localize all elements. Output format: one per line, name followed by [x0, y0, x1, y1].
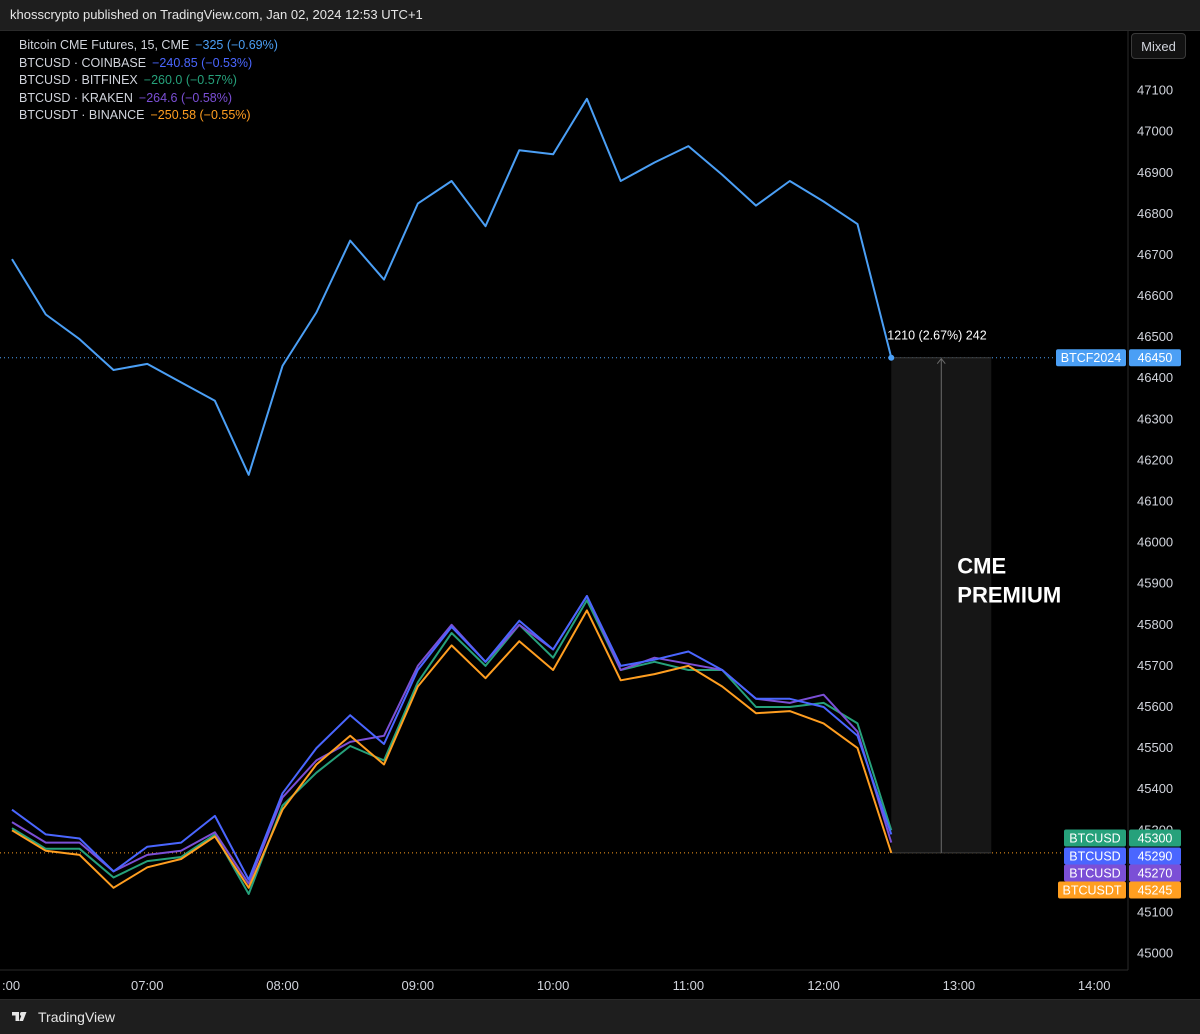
- price-range-measure[interactable]: 1210 (2.67%) 242 CME PREMIUM: [0, 329, 1128, 854]
- legend-row[interactable]: Bitcoin CME Futures, 15, CME −325 (−0.69%…: [19, 37, 278, 55]
- symbol-badge-label: BTCUSDT: [1062, 884, 1121, 898]
- legend-change: −250.58 (−0.55%): [150, 108, 251, 122]
- price-tick-label: 45100: [1137, 904, 1173, 919]
- series-legend: Bitcoin CME Futures, 15, CME −325 (−0.69%…: [19, 37, 278, 125]
- price-badge: [1129, 881, 1181, 899]
- price-tick-label: 46800: [1137, 206, 1173, 221]
- legend-change: −264.6 (−0.58%): [138, 90, 233, 105]
- legend-symbol: BTCUSD · COINBASE: [19, 55, 147, 70]
- series-line-btcusd-2: [11, 595, 893, 881]
- price-tick-label: 47100: [1137, 83, 1173, 98]
- price-tick-label: 46900: [1137, 165, 1173, 180]
- price-tick-label: 45000: [1137, 946, 1173, 961]
- legend-change: −240.85 (−0.53%): [152, 55, 253, 70]
- price-badge-value: 46450: [1138, 351, 1173, 365]
- footer-bar: TradingView: [0, 1000, 1200, 1034]
- price-tick-label: 47000: [1137, 124, 1173, 139]
- symbol-badge-label: BTCUSD: [1069, 867, 1120, 881]
- legend-symbol: Bitcoin CME Futures, 15, CME: [19, 38, 190, 52]
- symbol-badge: [1064, 829, 1126, 847]
- time-tick-label: 12:00: [807, 978, 840, 993]
- price-tick-label: 46200: [1137, 452, 1173, 467]
- price-badge: [1129, 349, 1181, 367]
- price-badge: [1129, 829, 1181, 847]
- measure-label: 1210 (2.67%) 242: [887, 329, 986, 343]
- series-line-btcusdt-4: [11, 609, 893, 889]
- symbol-badge-label: BTCF2024: [1061, 351, 1121, 365]
- tradingview-logo-icon: [12, 1012, 27, 1021]
- series-layer: [11, 97, 893, 895]
- time-tick-label: 07:00: [131, 978, 164, 993]
- premium-label-line2: PREMIUM: [957, 582, 1061, 607]
- price-tick-label: 46400: [1137, 370, 1173, 385]
- legend-row[interactable]: BTCUSD · COINBASE −240.85 (−0.53%): [19, 55, 278, 73]
- time-tick-label: 11:00: [673, 978, 705, 993]
- legend-symbol: BTCUSD · BITFINEX: [19, 73, 138, 87]
- tradingview-brand: TradingView: [38, 1009, 116, 1025]
- price-tick-label: 46000: [1137, 535, 1173, 550]
- symbol-badge: [1058, 881, 1126, 899]
- price-tick-label: 45900: [1137, 576, 1173, 591]
- symbol-badge: [1064, 847, 1126, 865]
- price-badge: [1129, 864, 1181, 882]
- time-tick-label: 14:00: [1078, 978, 1111, 993]
- range-arrow-head-icon: [936, 357, 946, 365]
- price-tick-label: 46100: [1137, 494, 1173, 509]
- legend-change: −260.0 (−0.57%): [143, 73, 237, 87]
- price-tick-label: 45600: [1137, 699, 1173, 714]
- price-axis[interactable]: 4500045100452004530045400455004560045700…: [1137, 41, 1173, 960]
- symbol-badge: [1056, 349, 1126, 367]
- symbol-badge: [1064, 864, 1126, 882]
- price-badge-value: 45245: [1138, 884, 1173, 898]
- scale-mode-button[interactable]: Mixed: [1131, 33, 1186, 59]
- legend-row[interactable]: BTCUSD · BITFINEX −260.0 (−0.57%): [19, 72, 278, 90]
- time-tick-label: 08:00: [266, 978, 299, 993]
- series-line-btcf2024-0: [11, 97, 893, 476]
- price-tick-label: 45400: [1137, 781, 1173, 796]
- price-badge: [1129, 847, 1181, 865]
- price-badge-value: 45270: [1138, 867, 1173, 881]
- legend-row[interactable]: BTCUSDT · BINANCE −250.58 (−0.55%): [19, 107, 278, 125]
- chart-pane[interactable]: 4500045100452004530045400455004560045700…: [0, 30, 1200, 1000]
- premium-label-line1: CME: [957, 553, 1006, 578]
- last-price-badges: BTCF2024 46450 BTCUSD 45300 BTCUSD 45290 BTCUS…: [1056, 349, 1181, 899]
- legend-change: −325 (−0.69%): [195, 38, 278, 52]
- price-tick-label: 45700: [1137, 658, 1173, 673]
- time-tick-label: 10:00: [537, 978, 570, 993]
- legend-row[interactable]: BTCUSD · KRAKEN −264.6 (−0.58%): [19, 90, 278, 108]
- legend-symbol: BTCUSD · KRAKEN: [19, 90, 133, 105]
- time-tick-label: :00: [2, 978, 20, 993]
- price-tick-label: 45800: [1137, 617, 1173, 632]
- price-tick-label: 46300: [1137, 411, 1173, 426]
- chart-canvas[interactable]: 4500045100452004530045400455004560045700…: [0, 31, 1200, 1001]
- price-tick-label: 46600: [1137, 288, 1173, 303]
- time-axis[interactable]: :00 07:00 08:00 09:00 10:00 11:00 12:00 13:00 14…: [2, 978, 1110, 993]
- legend-symbol: BTCUSDT · BINANCE: [19, 108, 145, 122]
- series-line-btcusd-1: [11, 599, 893, 895]
- publish-info: khosscrypto published on TradingView.com…: [10, 7, 423, 22]
- symbol-badge-label: BTCUSD: [1069, 832, 1120, 846]
- price-badge-value: 45300: [1138, 832, 1173, 846]
- price-tick-label: 45500: [1137, 740, 1173, 755]
- time-tick-label: 13:00: [943, 978, 976, 993]
- symbol-badge-label: BTCUSD: [1069, 850, 1120, 864]
- price-tick-label: 46500: [1137, 329, 1173, 344]
- publish-header: khosscrypto published on TradingView.com…: [0, 0, 1200, 30]
- price-tick-label: 46700: [1137, 247, 1173, 262]
- time-tick-label: 09:00: [402, 978, 435, 993]
- price-badge-value: 45290: [1138, 850, 1173, 864]
- series-line-btcusd-3: [11, 595, 893, 885]
